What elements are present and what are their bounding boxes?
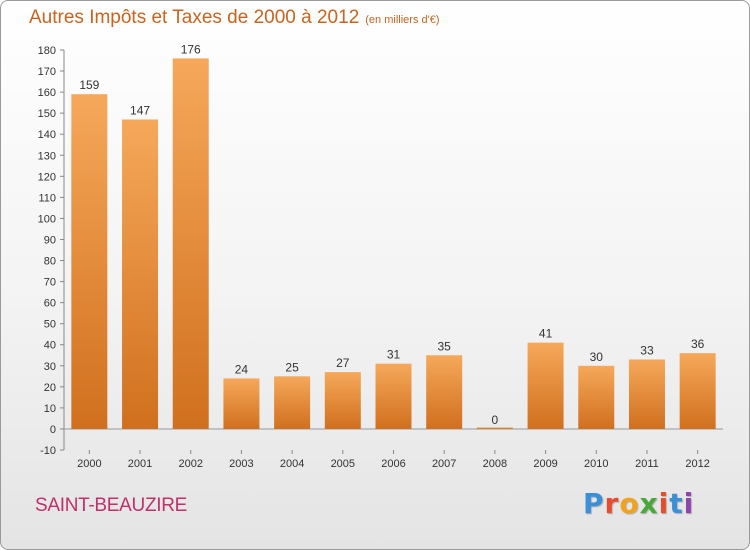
data-label: 36: [691, 337, 705, 351]
x-tick-label: 2011: [635, 458, 659, 470]
y-tick-label: 150: [38, 108, 56, 120]
logo-letter: i: [683, 487, 695, 520]
data-label: 24: [235, 362, 249, 376]
bar-2008[interactable]: [476, 427, 513, 429]
data-label: 31: [387, 348, 401, 362]
labels-group: 159 2000 147 2001 176 2002 24 2003 25 2004 27 2005 3…: [77, 42, 710, 470]
bar-2005[interactable]: [324, 372, 361, 429]
y-tick-label: 160: [38, 87, 56, 99]
bar-2001[interactable]: [122, 119, 159, 429]
commune-name: SAINT-BEAUZIRE: [35, 495, 188, 516]
y-tick-label: 10: [44, 403, 56, 415]
data-label: 159: [79, 78, 99, 92]
bar-2012[interactable]: [679, 353, 716, 429]
y-tick-label: -10: [40, 445, 56, 457]
data-label: 25: [285, 360, 299, 374]
bar-2006[interactable]: [375, 363, 412, 429]
x-tick-label: 2012: [685, 458, 709, 470]
data-label: 27: [336, 356, 350, 370]
y-tick-label: 90: [44, 234, 56, 246]
data-label: 176: [181, 42, 201, 56]
logo-letter: t: [669, 487, 684, 520]
x-tick-label: 2008: [483, 458, 507, 470]
data-label: 147: [130, 103, 150, 117]
x-tick-label: 2009: [533, 458, 557, 470]
y-tick-label: 0: [50, 424, 56, 436]
data-label: 30: [590, 350, 604, 364]
y-tick-label: 170: [38, 66, 56, 78]
y-tick-label: 20: [44, 382, 56, 394]
y-tick-label: 40: [44, 340, 56, 352]
y-tick-label: 120: [38, 171, 56, 183]
bar-2009[interactable]: [527, 342, 564, 429]
x-tick-label: 2003: [229, 458, 253, 470]
logo-letter: i: [658, 487, 670, 520]
bars-group: [71, 58, 716, 429]
y-tick-label: 60: [44, 298, 56, 310]
proxiti-logo[interactable]: Proxiti: [583, 487, 694, 520]
logo-letter: x: [639, 487, 659, 520]
data-label: 41: [539, 327, 553, 341]
logo-letter: o: [619, 487, 640, 520]
chart-title: Autres Impôts et Taxes de 2000 à 2012 (en…: [29, 7, 440, 29]
y-tick-label: 100: [38, 213, 56, 225]
y-tick-label: 180: [38, 45, 56, 57]
x-tick-label: 2001: [128, 458, 152, 470]
bar-2007[interactable]: [426, 355, 463, 429]
x-tick-label: 2010: [584, 458, 608, 470]
y-tick-label: 30: [44, 361, 56, 373]
y-tick-label: 140: [38, 129, 56, 141]
x-tick-label: 2005: [331, 458, 355, 470]
bar-2003[interactable]: [223, 378, 260, 429]
x-tick-label: 2002: [178, 458, 202, 470]
bar-2000[interactable]: [71, 94, 108, 429]
x-tick-label: 2007: [432, 458, 456, 470]
title-text: Autres Impôts et Taxes de 2000 à 2012: [29, 7, 360, 28]
data-label: 35: [438, 339, 452, 353]
bar-2002[interactable]: [172, 58, 209, 429]
y-tick-label: 70: [44, 277, 56, 289]
data-label: 33: [640, 343, 654, 357]
logo-letter: r: [604, 487, 620, 520]
chart-subtitle: (en milliers d'€): [365, 14, 440, 26]
bar-2011[interactable]: [628, 359, 665, 429]
x-tick-label: 2006: [381, 458, 405, 470]
data-label: 0: [492, 413, 499, 427]
bar-2010[interactable]: [578, 365, 615, 429]
bar-2004[interactable]: [274, 376, 311, 429]
y-tick-label: 80: [44, 256, 56, 268]
y-tick-label: 110: [38, 192, 56, 204]
y-tick-label: 130: [38, 150, 56, 162]
logo-letter: P: [583, 487, 605, 520]
y-tick-label: 50: [44, 319, 56, 331]
x-tick-label: 2004: [280, 458, 304, 470]
x-tick-label: 2000: [77, 458, 101, 470]
